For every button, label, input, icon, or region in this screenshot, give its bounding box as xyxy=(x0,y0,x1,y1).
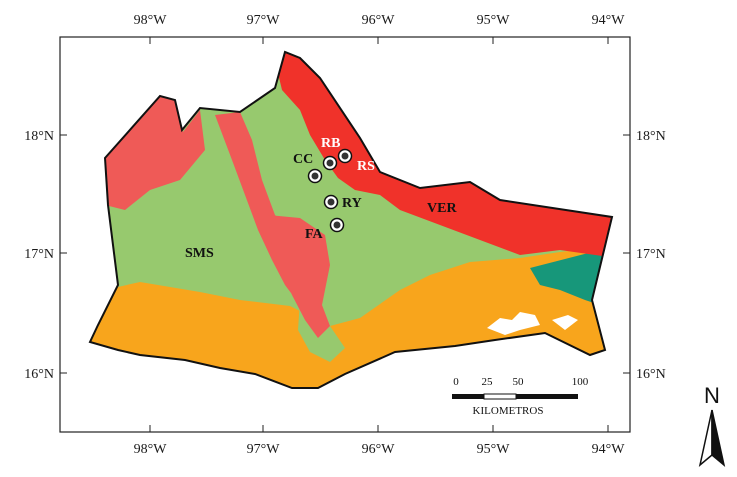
site-label-rs: RS xyxy=(357,159,375,174)
site-label-ry: RY xyxy=(342,196,362,211)
top-longitude-label: 98°W xyxy=(134,13,168,28)
top-longitude-label: 95°W xyxy=(477,13,511,28)
bottom-longitude-label: 96°W xyxy=(362,442,396,457)
right-latitude-label: 17°N xyxy=(636,247,666,262)
site-label-rb: RB xyxy=(321,136,340,151)
scale-tick-label: 25 xyxy=(482,376,494,388)
scale-bar: 0 25 50 100 KILOMETROS xyxy=(452,376,589,417)
left-latitude-label: 17°N xyxy=(24,247,54,262)
top-longitude-label: 96°W xyxy=(362,13,396,28)
left-latitude-label: 18°N xyxy=(24,129,54,144)
region-red-west xyxy=(100,95,205,210)
top-longitude-label: 94°W xyxy=(592,13,626,28)
region-teal xyxy=(530,246,612,305)
site-marker-rs xyxy=(337,148,353,164)
north-arrow-label: N xyxy=(704,383,720,408)
region-red-center xyxy=(268,215,330,338)
north-arrow: N xyxy=(698,383,726,467)
bottom-longitude-label: 95°W xyxy=(477,442,511,457)
top-longitude-label: 97°W xyxy=(247,13,281,28)
scale-tick-label: 50 xyxy=(513,376,525,388)
scale-tick-label: 100 xyxy=(572,376,589,388)
lagoon-patch xyxy=(487,312,540,335)
right-latitude-label: 18°N xyxy=(636,129,666,144)
site-marker-cc xyxy=(307,168,323,184)
site-marker-ry xyxy=(323,194,339,210)
axis-ticks xyxy=(60,37,630,432)
right-latitude-label: 16°N xyxy=(636,367,666,382)
region-label-ver: VER xyxy=(427,201,457,216)
region-label-sms: SMS xyxy=(185,246,214,261)
bottom-longitude-label: 94°W xyxy=(592,442,626,457)
bottom-longitude-label: 98°W xyxy=(134,442,168,457)
scale-unit-label: KILOMETROS xyxy=(473,405,544,417)
site-label-cc: CC xyxy=(293,152,313,167)
site-label-fa: FA xyxy=(305,227,324,242)
north-arrow-icon xyxy=(698,409,713,467)
scale-tick-label: 0 xyxy=(453,376,459,388)
site-markers xyxy=(307,148,353,233)
bottom-longitude-label: 97°W xyxy=(247,442,281,457)
site-marker-fa xyxy=(329,217,345,233)
lagoon-patch xyxy=(552,315,578,330)
site-marker-rb xyxy=(322,155,338,171)
state-outline xyxy=(88,50,614,389)
left-latitude-label: 16°N xyxy=(24,367,54,382)
